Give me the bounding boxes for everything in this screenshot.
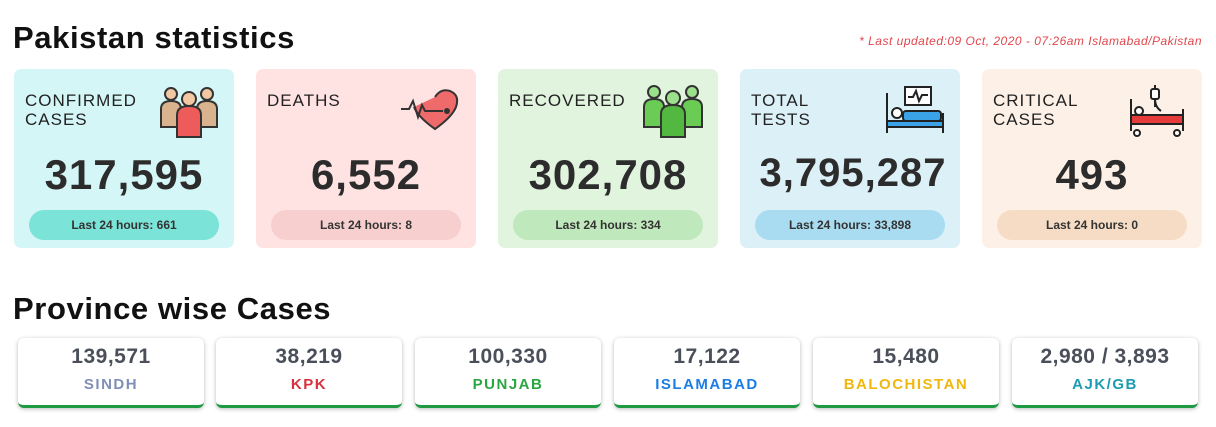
province-name: SINDH [83, 376, 139, 393]
province-name: PUNJAB [472, 376, 544, 393]
deaths-value: 6,552 [310, 151, 422, 198]
total-tests-value: 3,795,287 [759, 151, 947, 195]
total-tests-card: Total Tests 3,795,287 Last 24 hours: 33,… [740, 69, 960, 248]
heartbeat-icon [401, 89, 459, 131]
card-label: Recovered [509, 91, 626, 110]
province-card-balochistan: 15,480 BALOCHISTAN [813, 338, 999, 408]
hospital-bed-iv-icon [1130, 85, 1184, 137]
card-label: Deaths [267, 91, 341, 110]
province-card-islamabad: 17,122 ISLAMABAD [614, 338, 800, 408]
province-card-ajk-gb: 2,980 / 3,893 AJK/GB [1012, 338, 1198, 408]
last-24-hours-badge: Last 24 hours: 8 [271, 210, 461, 240]
province-card-sindh: 139,571 SINDH [18, 338, 204, 408]
last-24-hours-badge: Last 24 hours: 0 [997, 210, 1187, 240]
province-name: ISLAMABAD [655, 376, 759, 393]
recovered-people-icon [643, 85, 703, 138]
province-name: BALOCHISTAN [843, 376, 969, 393]
last-24-hours-badge: Last 24 hours: 661 [29, 210, 219, 240]
province-value: 15,480 [872, 345, 940, 368]
people-group-icon [160, 87, 218, 138]
confirmed-cases-card: Confirmed Cases 317,595 Last 24 hours: 6… [14, 69, 234, 248]
last-24-hours-badge: Last 24 hours: 334 [513, 210, 703, 240]
recovered-value: 302,708 [528, 151, 688, 198]
confirmed-value: 317,595 [44, 151, 204, 198]
critical-value: 493 [1055, 151, 1129, 198]
card-label: Critical Cases [993, 91, 1079, 129]
last-updated-text: * Last updated:09 Oct, 2020 - 07:26am Is… [859, 34, 1202, 48]
province-value: 100,330 [468, 345, 548, 368]
province-name: KPK [290, 376, 328, 393]
card-label: Confirmed Cases [25, 91, 137, 129]
card-label: Total Tests [751, 91, 811, 129]
critical-cases-card: Critical Cases 493 Last 24 hours: 0 [982, 69, 1202, 248]
province-name: AJK/GB [1072, 376, 1138, 393]
province-value: 17,122 [673, 345, 741, 368]
hospital-bed-monitor-icon [886, 86, 944, 133]
province-value: 2,980 / 3,893 [1040, 345, 1170, 368]
recovered-card: Recovered 302,708 Last 24 hours: 334 [498, 69, 718, 248]
page-title: Pakistan statistics [13, 20, 295, 55]
last-24-hours-badge: Last 24 hours: 33,898 [755, 210, 945, 240]
province-card-punjab: 100,330 PUNJAB [415, 338, 601, 408]
province-value: 139,571 [71, 345, 151, 368]
province-card-kpk: 38,219 KPK [216, 338, 402, 408]
deaths-card: Deaths 6,552 Last 24 hours: 8 [256, 69, 476, 248]
province-value: 38,219 [275, 345, 343, 368]
province-section-title: Province wise Cases [13, 291, 332, 326]
